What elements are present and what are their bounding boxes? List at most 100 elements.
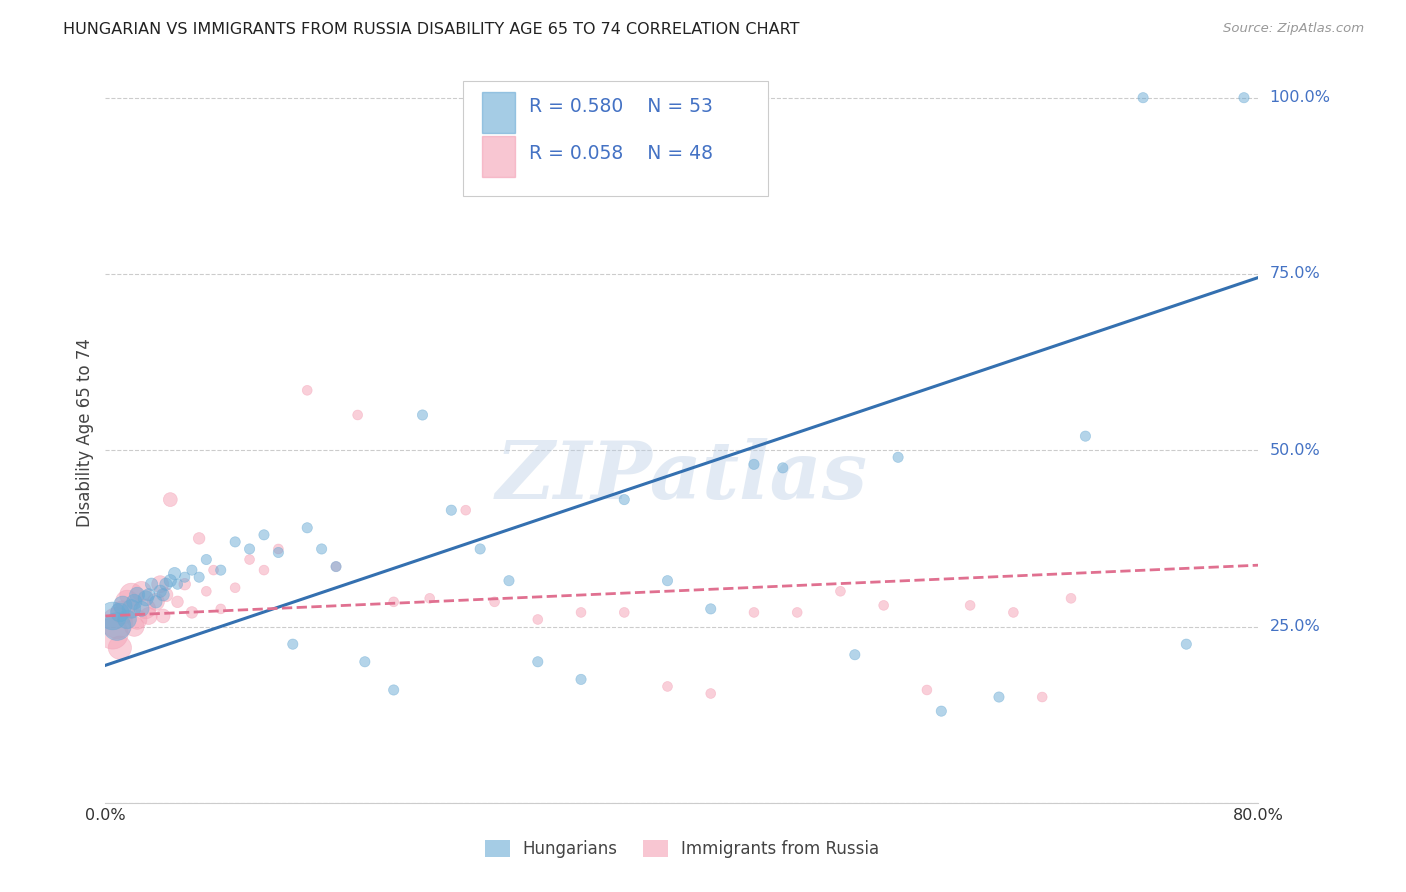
Point	[267, 541, 290, 556]
Point	[111, 599, 134, 613]
Point	[1060, 591, 1083, 606]
Point	[1175, 637, 1198, 651]
Point	[173, 570, 195, 584]
Point	[155, 577, 177, 591]
Point	[613, 492, 636, 507]
Point	[772, 461, 794, 475]
Point	[155, 588, 177, 602]
Point	[382, 595, 405, 609]
FancyBboxPatch shape	[482, 136, 515, 178]
Point	[135, 591, 157, 606]
Point	[1132, 91, 1154, 105]
Point	[239, 541, 262, 556]
Point	[931, 704, 953, 718]
Point	[101, 626, 124, 640]
Point	[959, 599, 981, 613]
Point	[1233, 91, 1256, 105]
Point	[440, 503, 463, 517]
Point	[224, 535, 246, 549]
Point	[267, 545, 290, 559]
Point	[484, 595, 506, 609]
Point	[135, 602, 157, 616]
Point	[111, 606, 134, 620]
Point	[527, 612, 550, 626]
Point	[419, 591, 441, 606]
Point	[613, 606, 636, 620]
Point	[569, 606, 592, 620]
Point	[311, 541, 333, 556]
Point	[124, 595, 146, 609]
Point	[988, 690, 1011, 704]
Point	[138, 588, 160, 602]
Point	[120, 588, 142, 602]
Point	[149, 577, 172, 591]
Point	[527, 655, 550, 669]
Point	[224, 581, 246, 595]
Point	[145, 595, 167, 609]
Point	[141, 577, 163, 591]
Point	[239, 552, 262, 566]
Text: 50.0%: 50.0%	[1270, 442, 1320, 458]
Point	[830, 584, 852, 599]
Point	[145, 595, 167, 609]
Point	[108, 640, 131, 655]
Point	[887, 450, 910, 465]
Point	[152, 609, 174, 624]
Text: R = 0.580    N = 53: R = 0.580 N = 53	[529, 97, 713, 116]
Point	[108, 606, 131, 620]
Point	[188, 532, 211, 546]
Point	[382, 683, 405, 698]
Point	[354, 655, 377, 669]
Text: HUNGARIAN VS IMMIGRANTS FROM RUSSIA DISABILITY AGE 65 TO 74 CORRELATION CHART: HUNGARIAN VS IMMIGRANTS FROM RUSSIA DISA…	[63, 22, 800, 37]
Text: ZIPatlas: ZIPatlas	[496, 438, 868, 516]
Point	[131, 584, 153, 599]
Point	[159, 492, 181, 507]
Point	[1002, 606, 1025, 620]
Point	[253, 563, 276, 577]
Point	[470, 541, 492, 556]
Point	[159, 574, 181, 588]
Point	[195, 584, 218, 599]
Text: 25.0%: 25.0%	[1270, 619, 1320, 634]
Point	[166, 595, 188, 609]
FancyBboxPatch shape	[482, 92, 515, 133]
Point	[346, 408, 368, 422]
Text: Source: ZipAtlas.com: Source: ZipAtlas.com	[1223, 22, 1364, 36]
Point	[152, 588, 174, 602]
Point	[253, 528, 276, 542]
Point	[105, 615, 128, 630]
Point	[115, 612, 138, 626]
Point	[127, 588, 149, 602]
Point	[454, 503, 477, 517]
Point	[180, 606, 204, 620]
Point	[742, 606, 765, 620]
Point	[195, 552, 218, 566]
FancyBboxPatch shape	[463, 81, 768, 195]
Point	[1074, 429, 1097, 443]
Point	[411, 408, 433, 422]
Point	[569, 673, 592, 687]
Text: 75.0%: 75.0%	[1270, 267, 1320, 282]
Point	[149, 584, 172, 599]
Point	[209, 602, 232, 616]
Point	[115, 595, 138, 609]
Point	[915, 683, 938, 698]
Text: 100.0%: 100.0%	[1270, 90, 1330, 105]
Point	[1031, 690, 1053, 704]
Point	[297, 521, 319, 535]
Point	[873, 599, 896, 613]
Point	[700, 686, 723, 700]
Point	[127, 612, 149, 626]
Point	[188, 570, 211, 584]
Point	[281, 637, 304, 651]
Point	[786, 606, 808, 620]
Point	[657, 574, 679, 588]
Legend: Hungarians, Immigrants from Russia: Hungarians, Immigrants from Russia	[478, 833, 886, 865]
Point	[124, 619, 146, 633]
Point	[325, 559, 347, 574]
Y-axis label: Disability Age 65 to 74: Disability Age 65 to 74	[76, 338, 94, 527]
Point	[657, 680, 679, 694]
Point	[166, 577, 188, 591]
Point	[120, 602, 142, 616]
Point	[297, 384, 319, 398]
